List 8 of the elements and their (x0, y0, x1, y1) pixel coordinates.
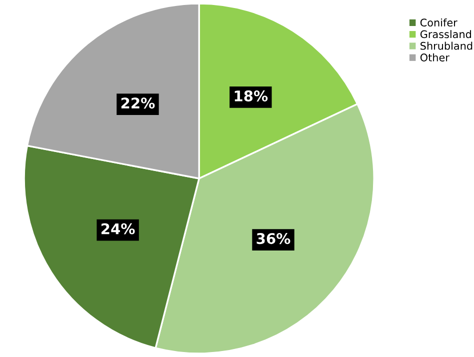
data-label: 36% (256, 233, 290, 244)
data-label: 24% (102, 223, 135, 234)
legend-label: Conifer (420, 18, 458, 27)
legend-label: Other (420, 53, 450, 62)
data-label: 22% (121, 98, 155, 109)
data-label: 18% (234, 90, 268, 102)
legend-label: Grassland (420, 30, 471, 38)
legend-label: Shrubland (420, 42, 472, 50)
